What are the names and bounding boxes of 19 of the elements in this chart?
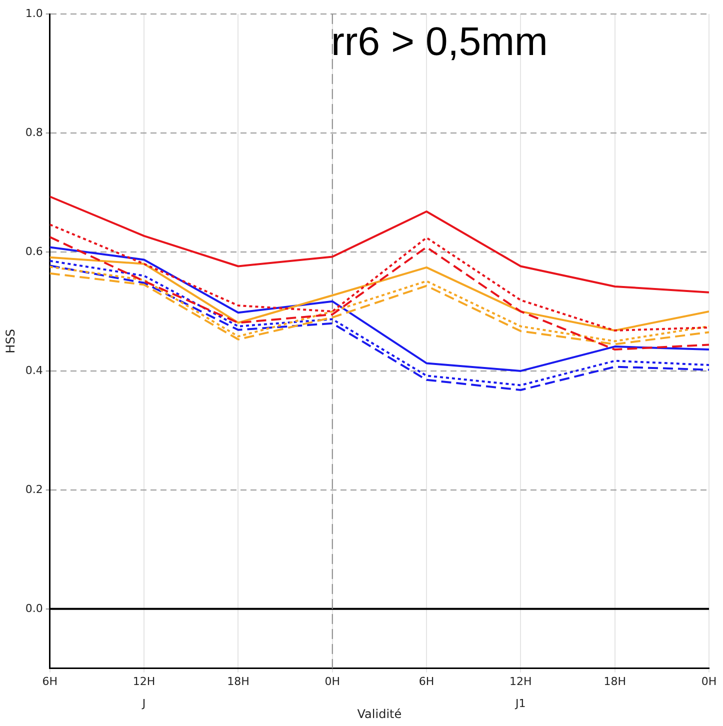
x-tick-label: 18H bbox=[227, 674, 250, 688]
y-tick-label: 1.0 bbox=[25, 6, 43, 20]
chart-title: rr6 > 0,5mm bbox=[331, 20, 548, 64]
x-axis-title: Validité bbox=[357, 706, 402, 721]
x-tick-label: 12H bbox=[132, 674, 156, 688]
y-axis-title: HSS bbox=[3, 329, 18, 354]
x-tick-label: 0H bbox=[324, 674, 340, 688]
y-tick-label: 0.0 bbox=[25, 602, 43, 615]
x-tick-label: 0H bbox=[701, 674, 717, 688]
y-tick-label: 0.8 bbox=[25, 126, 43, 139]
x-tick-label: 12H bbox=[510, 674, 532, 688]
x-tick-label: 6H bbox=[42, 674, 58, 688]
y-tick-label: 0.2 bbox=[25, 482, 43, 496]
text: J bbox=[141, 696, 146, 710]
y-tick-label: 0.6 bbox=[25, 244, 43, 258]
x-tick-label: 6H bbox=[418, 674, 434, 688]
y-tick-label: 0.4 bbox=[25, 364, 43, 377]
x-tick-label: 18H bbox=[604, 674, 626, 688]
text: J1 bbox=[514, 696, 526, 710]
